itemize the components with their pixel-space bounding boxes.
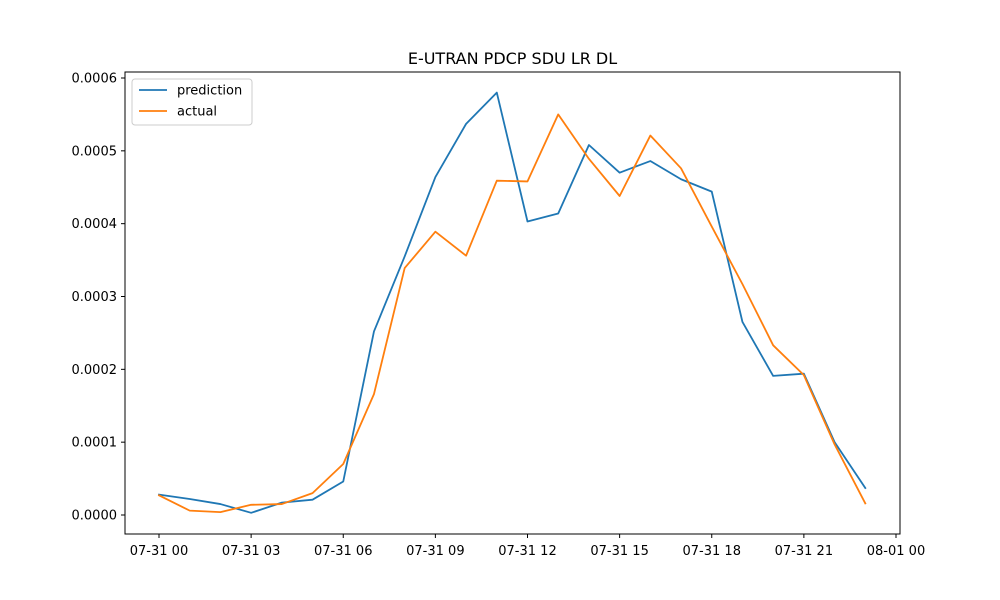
axes-frame — [124, 71, 901, 535]
series-line-actual — [157, 113, 867, 513]
legend: prediction actual — [131, 78, 253, 126]
legend-label-prediction: prediction — [177, 84, 242, 99]
y-tick-label: 0.0003 — [72, 290, 118, 305]
x-tick-label: 07-31 15 — [590, 544, 648, 559]
chart-title: E-UTRAN PDCP SDU LR DL — [408, 49, 617, 68]
x-tick-label: 07-31 09 — [406, 544, 464, 559]
y-tick-label: 0.0004 — [72, 217, 118, 232]
y-tick-label: 0.0000 — [72, 509, 118, 524]
y-tick-label: 0.0001 — [72, 436, 118, 451]
x-tick-label: 08-01 00 — [867, 544, 925, 559]
x-tick-label: 07-31 12 — [498, 544, 556, 559]
x-tick-label: 07-31 00 — [130, 544, 188, 559]
x-tick-label: 07-31 18 — [683, 544, 741, 559]
axes-layer: 0.0000 0.0001 0.0002 0.0003 0.0004 0.0005 0.00… — [72, 71, 925, 559]
y-tick-label: 0.0005 — [72, 144, 118, 159]
series-layer — [157, 91, 867, 514]
legend-label-actual: actual — [177, 105, 217, 120]
plot-area — [125, 72, 900, 534]
x-tick-label: 07-31 21 — [775, 544, 833, 559]
x-tick-label: 07-31 06 — [314, 544, 372, 559]
y-tick-label: 0.0002 — [72, 363, 118, 378]
x-tick-label: 07-31 03 — [222, 544, 280, 559]
y-tick-label: 0.0006 — [72, 72, 118, 87]
